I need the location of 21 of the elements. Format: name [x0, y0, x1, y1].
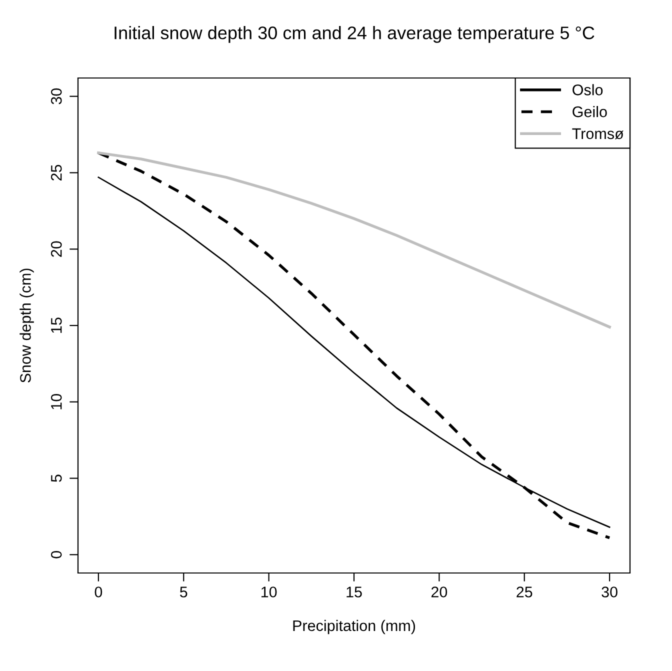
chart-title: Initial snow depth 30 cm and 24 h average temperature 5 °C — [114, 26, 594, 43]
y-tick-label: 20 — [50, 241, 62, 257]
x-tick-label: 0 — [94, 586, 102, 598]
y-axis-title: Snow depth (cm) — [20, 268, 34, 383]
x-tick-label: 20 — [431, 586, 448, 598]
legend-label: Tromsø — [572, 128, 624, 140]
x-tick-label: 10 — [261, 586, 277, 598]
legend-label: Geilo — [572, 106, 607, 118]
y-tick-label: 5 — [51, 474, 62, 482]
y-tick-label: 25 — [50, 164, 62, 180]
x-axis-title: Precipitation (mm) — [293, 620, 416, 634]
y-tick-label: 15 — [51, 318, 62, 333]
legend-label: Oslo — [572, 84, 603, 96]
x-tick-label: 15 — [346, 586, 362, 598]
y-tick-label: 30 — [50, 88, 62, 104]
y-tick-label: 0 — [50, 551, 62, 558]
y-tick-label: 10 — [50, 394, 62, 410]
x-tick-label: 30 — [602, 586, 618, 598]
x-tick-label: 5 — [180, 586, 188, 598]
x-tick-label: 25 — [516, 586, 532, 598]
line-series — [97, 151, 611, 328]
